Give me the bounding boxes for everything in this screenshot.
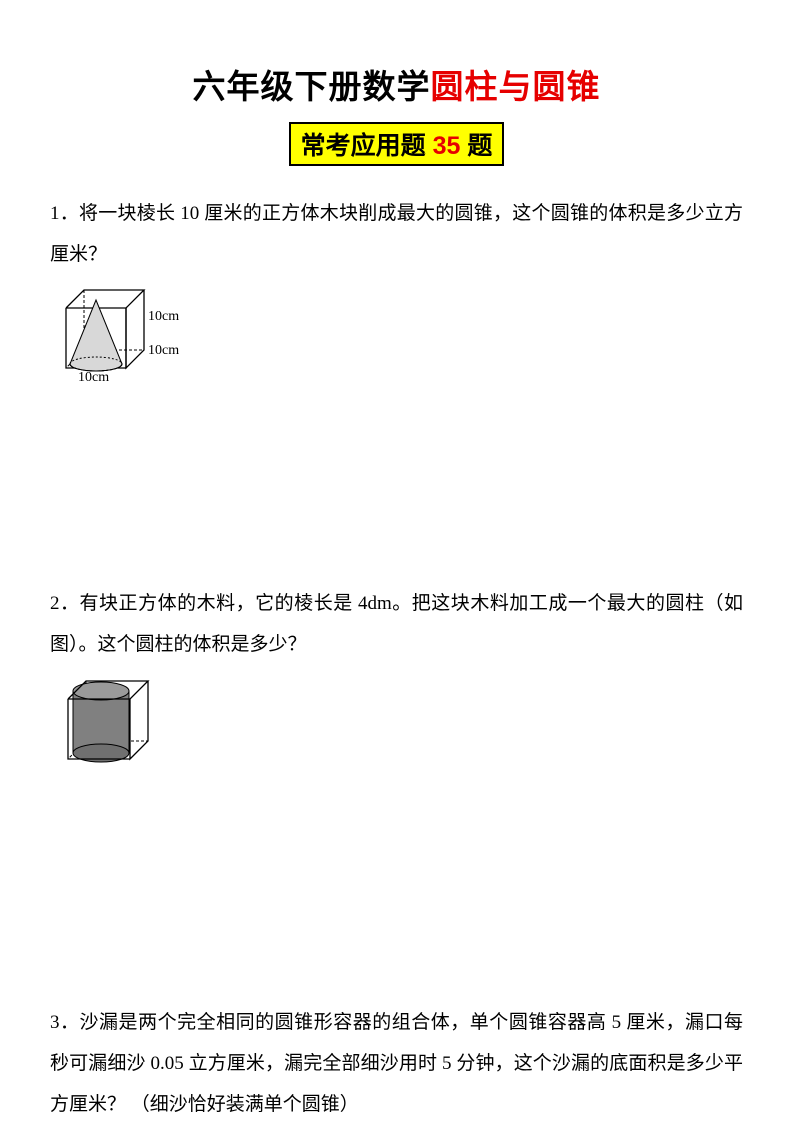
title-part1: 六年级下册数学 xyxy=(193,68,431,105)
dim-label-1: 10cm xyxy=(148,309,179,324)
question-3-text: 3．沙漏是两个完全相同的圆锥形容器的组合体，单个圆锥容器高 5 厘米，漏口每秒可… xyxy=(50,1003,743,1126)
question-1-text: 1．将一块棱长 10 厘米的正方体木块削成最大的圆锥，这个圆锥的体积是多少立方厘… xyxy=(50,194,743,276)
dim-label-2: 10cm xyxy=(148,343,179,358)
subtitle-container: 常考应用题 35 题 xyxy=(50,122,743,166)
question-2-block: 2．有块正方体的木料，它的棱长是 4dm。把这块木料加工成一个最大的圆柱（如图）… xyxy=(50,584,743,779)
question-3-block: 3．沙漏是两个完全相同的圆锥形容器的组合体，单个圆锥容器高 5 厘米，漏口每秒可… xyxy=(50,1003,743,1126)
subtitle-part2: 35 xyxy=(433,132,468,160)
spacer-1 xyxy=(50,399,743,584)
page-title: 六年级下册数学圆柱与圆锥 xyxy=(50,60,743,108)
question-1-block: 1．将一块棱长 10 厘米的正方体木块削成最大的圆锥，这个圆锥的体积是多少立方厘… xyxy=(50,194,743,389)
cube-cylinder-icon xyxy=(56,673,166,773)
dim-label-3: 10cm xyxy=(78,370,109,384)
cube-cone-icon: 10cm 10cm 10cm xyxy=(56,284,206,384)
subtitle-part3: 题 xyxy=(467,132,492,160)
question-2-text: 2．有块正方体的木料，它的棱长是 4dm。把这块木料加工成一个最大的圆柱（如图）… xyxy=(50,584,743,666)
question-1-figure: 10cm 10cm 10cm xyxy=(56,284,743,389)
question-2-figure xyxy=(56,673,743,778)
title-part2: 圆柱与圆锥 xyxy=(431,68,601,105)
spacer-2 xyxy=(50,788,743,1003)
subtitle-box: 常考应用题 35 题 xyxy=(289,122,505,166)
subtitle-part1: 常考应用题 xyxy=(301,132,433,160)
